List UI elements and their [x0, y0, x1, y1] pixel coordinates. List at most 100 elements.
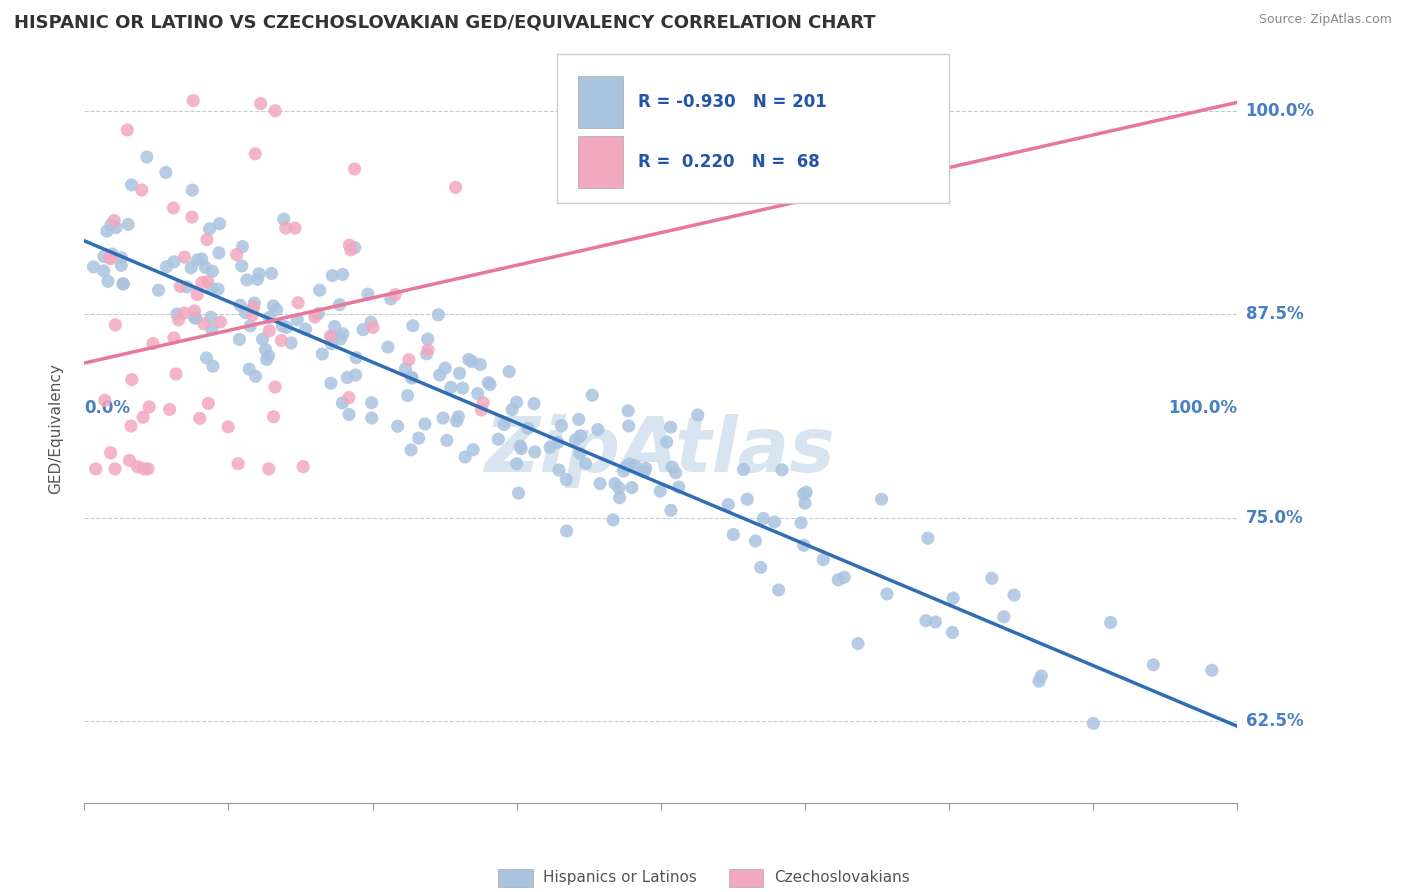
- Point: [586, 422, 609, 436]
- Point: [93, 249, 115, 263]
- Point: [167, 313, 190, 327]
- Point: [112, 277, 135, 291]
- Point: [94, 393, 117, 408]
- Point: [589, 476, 612, 491]
- Point: [93, 264, 115, 278]
- Point: [609, 491, 631, 505]
- Text: 100.0%: 100.0%: [1168, 400, 1237, 417]
- Point: [508, 486, 530, 500]
- Point: [768, 582, 790, 597]
- Point: [832, 570, 855, 584]
- Point: [323, 319, 346, 334]
- Point: [870, 492, 893, 507]
- Point: [176, 280, 198, 294]
- Point: [245, 369, 267, 384]
- Point: [195, 351, 218, 365]
- Point: [402, 318, 425, 333]
- Point: [361, 320, 384, 334]
- Point: [329, 332, 352, 346]
- Point: [238, 362, 260, 376]
- Point: [1201, 663, 1223, 677]
- Point: [117, 123, 139, 137]
- Point: [665, 466, 688, 480]
- Point: [110, 251, 132, 265]
- Point: [82, 260, 104, 274]
- Point: [197, 396, 219, 410]
- Point: [470, 403, 492, 417]
- Text: 87.5%: 87.5%: [1246, 305, 1303, 323]
- Point: [416, 343, 439, 357]
- Point: [924, 615, 946, 629]
- Point: [259, 324, 281, 338]
- Point: [254, 343, 277, 357]
- Point: [249, 96, 271, 111]
- Point: [235, 306, 257, 320]
- Point: [436, 434, 458, 448]
- FancyBboxPatch shape: [557, 54, 949, 203]
- Point: [118, 453, 141, 467]
- Point: [548, 463, 571, 477]
- Point: [617, 404, 640, 418]
- Point: [344, 351, 367, 365]
- Point: [790, 516, 813, 530]
- Point: [486, 432, 509, 446]
- FancyBboxPatch shape: [728, 869, 763, 887]
- Point: [744, 533, 766, 548]
- Point: [236, 273, 259, 287]
- Point: [332, 396, 354, 410]
- Point: [207, 282, 229, 296]
- Point: [993, 609, 1015, 624]
- Point: [201, 322, 224, 336]
- Point: [242, 301, 264, 316]
- Point: [494, 417, 516, 432]
- Point: [208, 245, 231, 260]
- Point: [285, 312, 308, 326]
- Point: [208, 217, 231, 231]
- Point: [432, 411, 454, 425]
- Point: [173, 250, 195, 264]
- Point: [357, 287, 380, 301]
- Point: [148, 283, 170, 297]
- FancyBboxPatch shape: [498, 869, 533, 887]
- Point: [914, 614, 936, 628]
- Point: [457, 352, 479, 367]
- Point: [735, 492, 758, 507]
- Point: [257, 349, 280, 363]
- Point: [1031, 669, 1053, 683]
- Text: ZipAtlas: ZipAtlas: [485, 414, 837, 488]
- Point: [451, 381, 474, 395]
- Point: [523, 445, 546, 459]
- Point: [135, 150, 157, 164]
- Point: [827, 573, 849, 587]
- Point: [917, 531, 939, 545]
- Point: [427, 308, 450, 322]
- Point: [447, 409, 470, 424]
- Point: [260, 267, 283, 281]
- Point: [564, 433, 586, 447]
- Point: [229, 298, 252, 312]
- Point: [454, 450, 477, 464]
- Point: [794, 496, 817, 510]
- Point: [104, 220, 127, 235]
- Point: [184, 310, 207, 325]
- Point: [127, 459, 149, 474]
- Point: [613, 464, 636, 478]
- Point: [136, 462, 159, 476]
- Point: [190, 252, 212, 266]
- Point: [194, 260, 217, 275]
- Point: [659, 420, 682, 434]
- Point: [198, 221, 221, 235]
- Point: [201, 281, 224, 295]
- Point: [188, 411, 211, 425]
- Point: [479, 377, 502, 392]
- Point: [846, 636, 869, 650]
- Point: [634, 461, 657, 475]
- Point: [165, 367, 187, 381]
- Point: [98, 251, 121, 265]
- Point: [555, 524, 578, 538]
- Point: [84, 462, 107, 476]
- Point: [472, 396, 495, 410]
- Point: [100, 218, 122, 232]
- Point: [332, 268, 354, 282]
- Point: [117, 218, 139, 232]
